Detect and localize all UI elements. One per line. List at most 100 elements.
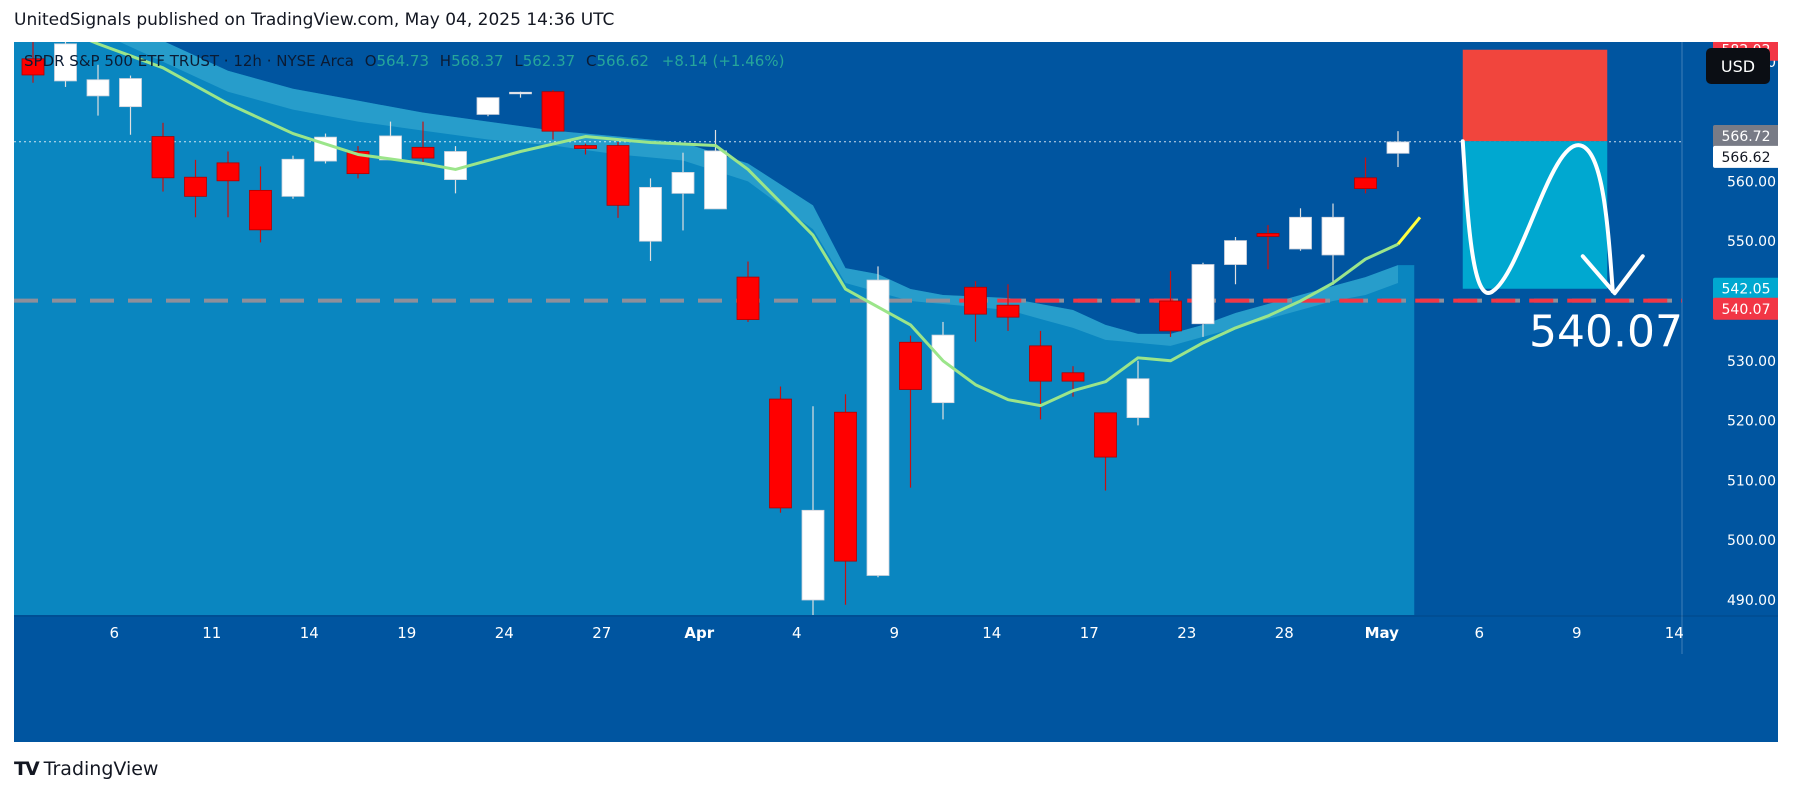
candle-body: [86, 79, 110, 97]
candle-body: [1191, 264, 1215, 325]
candle: [1094, 412, 1117, 491]
price-tick-label: 530.00: [1727, 354, 1776, 370]
time-tick-label: 11: [202, 624, 221, 642]
candle-body: [671, 172, 695, 194]
candle: [704, 129, 727, 210]
price-chart[interactable]: 540.07 490.00 500.00 510.00 520.00 530.00 540.…: [14, 0, 1780, 742]
time-axis-background: [14, 654, 1778, 742]
candle: [834, 394, 857, 605]
candle: [1256, 225, 1280, 270]
candle-body: [346, 151, 370, 175]
candle: [216, 151, 240, 218]
candle: [996, 284, 1020, 331]
candle-body: [444, 151, 467, 181]
projection-wave: [1460, 139, 1615, 295]
candle-body: [1321, 216, 1345, 256]
chart-frame[interactable]: 540.07 490.00 500.00 510.00 520.00 530.00 540.…: [14, 0, 1780, 742]
candle: [314, 133, 337, 164]
time-tick-label: 9: [889, 624, 899, 642]
ma-line-tip: [1396, 216, 1422, 246]
time-tick-label: 6: [1474, 624, 1484, 642]
ma-line: [32, 15, 1399, 408]
time-tick-label: Apr: [684, 624, 714, 642]
price-label-text: 566.62: [1722, 150, 1771, 166]
tradingview-logo[interactable]: TV TradingView: [14, 758, 158, 780]
candle: [151, 122, 175, 192]
legend-change: +8.14 (+1.46%): [661, 52, 785, 70]
candle-body: [281, 158, 305, 197]
candle-body: [606, 145, 630, 206]
candle-body: [1159, 300, 1182, 332]
time-tick-label: 19: [397, 624, 416, 642]
candle-body: [1224, 240, 1247, 265]
time-tick-label: 14: [982, 624, 1001, 642]
legend-close: 566.62: [596, 52, 649, 70]
candle: [1289, 208, 1312, 251]
legend-open-label: O: [364, 52, 377, 70]
candle-body: [1354, 177, 1377, 189]
legend-low: 562.37: [522, 52, 576, 70]
price-tick-label: 500.00: [1727, 533, 1776, 549]
candle: [509, 91, 532, 98]
candle: [1224, 237, 1247, 285]
time-tick-label: May: [1365, 624, 1400, 642]
candle-body: [54, 43, 77, 82]
legend-low-label: L: [514, 52, 523, 70]
projection-arrow-head: [1580, 254, 1645, 296]
price-label-badge: [1713, 277, 1780, 300]
candle: [639, 178, 662, 261]
price-label-text: 542.05: [1722, 282, 1771, 298]
candle-body: [931, 334, 955, 404]
candle: [476, 97, 500, 117]
candle: [1354, 157, 1377, 194]
target-price-annotation: 540.07: [1529, 307, 1683, 358]
time-tick-label: 6: [109, 624, 119, 642]
time-tick-label: 28: [1275, 624, 1294, 642]
candle-body: [574, 145, 597, 149]
candle: [411, 121, 435, 163]
legend-high: 568.37: [451, 52, 504, 70]
candle-body: [216, 162, 240, 182]
currency-button[interactable]: USD: [1706, 48, 1770, 84]
price-label-badge: [1713, 297, 1780, 320]
candle-body: [769, 398, 792, 509]
candle-body: [996, 304, 1020, 318]
ma-band: [33, 0, 1398, 346]
candle: [86, 64, 110, 116]
candle: [1191, 262, 1215, 337]
time-tick-label: 17: [1080, 624, 1099, 642]
candle: [346, 146, 370, 179]
candle-body: [964, 286, 987, 315]
candle: [574, 143, 597, 155]
candle: [249, 166, 272, 243]
price-label-text: 566.72: [1722, 129, 1771, 145]
legend-close-label: C: [586, 52, 597, 70]
time-tick-label: 24: [495, 624, 514, 642]
time-tick-label: 4: [792, 624, 802, 642]
candle-body: [476, 97, 500, 115]
candle: [606, 141, 630, 218]
legend-symbol: SPDR S&P 500 ETF TRUST · 12h · NYSE Arca: [24, 52, 354, 70]
candle-body: [1386, 141, 1410, 154]
symbol-legend: SPDR S&P 500 ETF TRUST · 12h · NYSE Arca…: [24, 52, 784, 70]
price-label-badge: [1713, 124, 1780, 147]
candle: [541, 89, 565, 140]
candle: [184, 159, 207, 218]
price-label-badge: [1713, 145, 1780, 168]
candle-body: [411, 146, 435, 159]
candle-body: [801, 509, 825, 601]
legend-open: 564.73: [376, 52, 430, 70]
price-tick-label: 560.00: [1727, 174, 1776, 190]
time-tick-label: 9: [1572, 624, 1582, 642]
candle-body: [899, 341, 922, 390]
candle: [899, 335, 922, 488]
candle: [866, 266, 890, 578]
candle-body: [834, 411, 857, 562]
candle-body: [379, 135, 402, 161]
candle-body: [21, 58, 45, 76]
time-tick-label: 14: [300, 624, 319, 642]
time-tick-label: 23: [1177, 624, 1196, 642]
candle: [964, 281, 987, 342]
candle-body: [184, 176, 207, 197]
candle-body: [1289, 216, 1312, 250]
